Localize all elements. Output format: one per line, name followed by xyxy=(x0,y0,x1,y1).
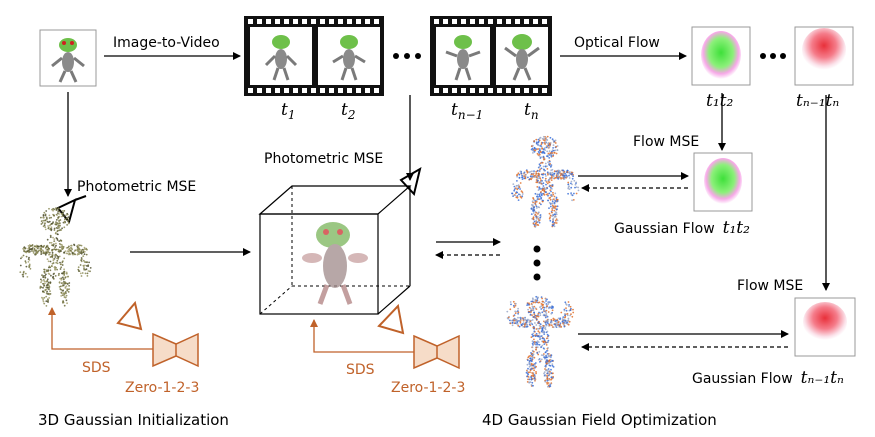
label-photometric-mse-left: Photometric MSE xyxy=(77,179,196,195)
label-photometric-mse-mid: Photometric MSE xyxy=(264,151,383,167)
label-gaussian-flow-first: Gaussian Flow t₁t₂ xyxy=(614,218,750,238)
caption-3d-initialization: 3D Gaussian Initialization xyxy=(38,411,229,429)
zero123-camera-icon-mid xyxy=(413,334,460,370)
label-tn1: tn−1 xyxy=(451,100,483,122)
label-zero123-left: Zero-1-2-3 xyxy=(125,380,199,396)
sds-feedback-left xyxy=(48,307,153,350)
film-strip-left xyxy=(244,16,384,96)
camera-icon-sds-left xyxy=(116,300,143,331)
gaussian-flow-image-last xyxy=(794,297,856,357)
frog-icon xyxy=(51,38,85,83)
optical-flow-image-first xyxy=(691,26,751,86)
blurred-frog-render xyxy=(302,222,368,305)
ellipsis-dots-flow xyxy=(760,53,786,59)
label-image-to-video: Image-to-Video xyxy=(113,35,220,51)
video-frame-t2 xyxy=(332,35,366,81)
label-t1: t1 xyxy=(281,100,295,122)
ellipsis-dots-clouds xyxy=(533,245,541,281)
label-flow-mse-top: Flow MSE xyxy=(633,134,699,150)
canonical-cube xyxy=(258,185,412,315)
input-image xyxy=(39,29,97,87)
label-sds-mid: SDS xyxy=(346,362,375,378)
label-flow-first: t₁t₂ xyxy=(706,91,733,111)
gaussian-flow-image-first xyxy=(693,152,753,212)
camera-icon-sds-mid xyxy=(377,303,405,335)
label-zero123-mid: Zero-1-2-3 xyxy=(391,380,465,396)
sds-feedback-middle xyxy=(310,319,414,353)
label-optical-flow: Optical Flow xyxy=(574,35,660,51)
label-t2: t2 xyxy=(341,100,355,122)
film-perforations xyxy=(248,19,547,93)
gaussian-point-cloud-initial xyxy=(19,207,92,307)
caption-4d-optimization: 4D Gaussian Field Optimization xyxy=(482,411,717,429)
ellipsis-dots-video xyxy=(393,53,421,59)
label-gaussian-flow-last: Gaussian Flow tₙ₋₁tₙ xyxy=(692,368,844,388)
label-tn: tn xyxy=(524,100,539,122)
film-strip-right xyxy=(430,16,552,96)
label-flow-last: tₙ₋₁tₙ xyxy=(796,91,839,111)
camera-icon-middle xyxy=(399,166,422,197)
video-frame-tn xyxy=(504,34,540,81)
optical-flow-image-last xyxy=(794,26,854,86)
gaussian-point-cloud-tn xyxy=(506,295,575,388)
video-frame-tn1 xyxy=(445,35,481,81)
video-frame-t1 xyxy=(264,35,298,81)
gaussian-point-cloud-t1 xyxy=(511,135,580,228)
camera-icon-left xyxy=(56,195,87,225)
label-flow-mse-bottom: Flow MSE xyxy=(737,278,803,294)
zero123-camera-icon-left xyxy=(152,332,199,368)
label-sds-left: SDS xyxy=(82,360,111,376)
